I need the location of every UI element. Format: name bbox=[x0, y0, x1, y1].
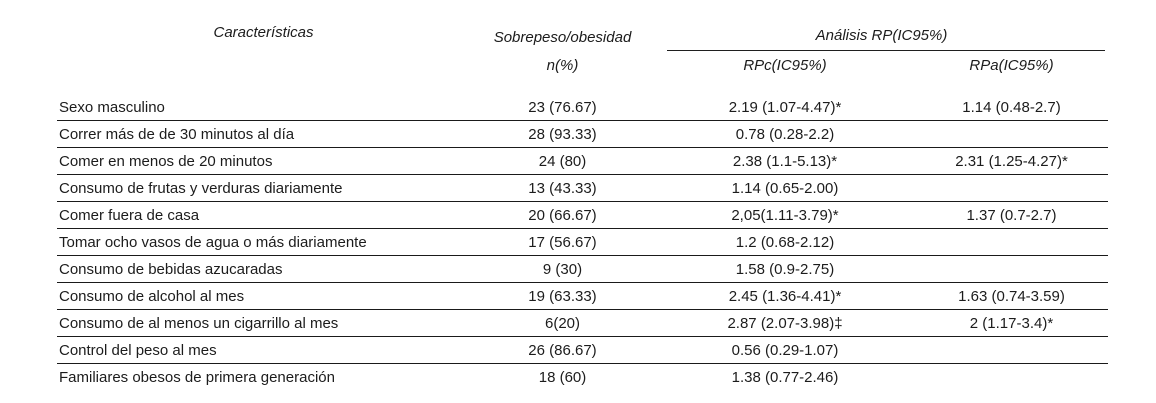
row-label: Correr más de de 30 minutos al día bbox=[59, 125, 295, 143]
col-header-rpa: RPa(IC95%) bbox=[969, 57, 1054, 74]
table-row: Consumo de frutas y verduras diariamente… bbox=[57, 175, 1108, 202]
row-label: Sexo masculino bbox=[59, 98, 165, 116]
col-header-analisis-rp: Análisis RP(IC95%) bbox=[815, 27, 948, 44]
col-header-rpc: RPc(IC95%) bbox=[743, 57, 827, 74]
cell-rpa: 1.14 (0.48-2.7) bbox=[962, 98, 1061, 116]
col-header-sobrepeso-obesidad: Sobrepeso/obesidad bbox=[493, 29, 632, 46]
analysis-subheaders: RPc(IC95%) RPa(IC95%) bbox=[655, 57, 1108, 74]
cell-rpa: 1.37 (0.7-2.7) bbox=[966, 206, 1057, 224]
table-row: Comer en menos de 20 minutos 24 (80) 2.3… bbox=[57, 148, 1108, 175]
cell-n-pct: 6(20) bbox=[544, 314, 581, 332]
cell-n-pct: 20 (66.67) bbox=[528, 206, 597, 224]
col-header-caracteristicas: Características bbox=[213, 24, 314, 41]
row-label: Consumo de bebidas azucaradas bbox=[59, 260, 283, 278]
cell-n-pct: 23 (76.67) bbox=[528, 98, 597, 116]
row-label: Familiares obesos de primera generación bbox=[59, 369, 335, 386]
row-label: Consumo de alcohol al mes bbox=[59, 287, 245, 305]
cell-n-pct: 19 (63.33) bbox=[528, 287, 597, 305]
table-row: Consumo de alcohol al mes 19 (63.33) 2.4… bbox=[57, 283, 1108, 310]
cell-rpa: 2.31 (1.25-4.27)* bbox=[955, 152, 1068, 170]
cell-rpc: 2,05(1.11-3.79)* bbox=[731, 206, 839, 224]
analisis-header-underline bbox=[667, 50, 1105, 51]
row-label: Control del peso al mes bbox=[59, 341, 217, 359]
table-row: Control del peso al mes 26 (86.67) 0.56 … bbox=[57, 337, 1108, 364]
row-label: Consumo de frutas y verduras diariamente bbox=[59, 179, 343, 197]
table-row: Correr más de de 30 minutos al día 28 (9… bbox=[57, 121, 1108, 148]
row-label: Comer fuera de casa bbox=[59, 206, 200, 224]
cell-n-pct: 24 (80) bbox=[538, 152, 587, 170]
cell-n-pct: 17 (56.67) bbox=[528, 233, 597, 251]
cell-n-pct: 13 (43.33) bbox=[528, 179, 597, 197]
cell-rpa: 1.63 (0.74-3.59) bbox=[958, 287, 1065, 305]
table-row: Familiares obesos de primera generación … bbox=[57, 364, 1108, 391]
table-header: Características Sobrepeso/obesidad n(%) … bbox=[57, 0, 1108, 94]
cell-n-pct: 28 (93.33) bbox=[528, 125, 597, 143]
row-label: Consumo de al menos un cigarrillo al mes bbox=[59, 314, 339, 332]
prevalence-table: Características Sobrepeso/obesidad n(%) … bbox=[57, 0, 1108, 391]
cell-n-pct: 26 (86.67) bbox=[528, 341, 597, 359]
table-row: Tomar ocho vasos de agua o más diariamen… bbox=[57, 229, 1108, 256]
cell-rpc: 1.58 (0.9-2.75) bbox=[735, 260, 835, 278]
cell-rpc: 2.38 (1.1-5.13)* bbox=[732, 152, 838, 170]
row-label: Tomar ocho vasos de agua o más diariamen… bbox=[59, 233, 367, 251]
cell-rpc: 1.2 (0.68-2.12) bbox=[735, 233, 835, 251]
cell-rpc: 1.38 (0.77-2.46) bbox=[731, 369, 839, 386]
table-row: Comer fuera de casa 20 (66.67) 2,05(1.11… bbox=[57, 202, 1108, 229]
col-header-n-pct: n(%) bbox=[546, 57, 579, 74]
cell-n-pct: 18 (60) bbox=[538, 369, 587, 386]
table-row: Consumo de al menos un cigarrillo al mes… bbox=[57, 310, 1108, 337]
table-body: Sexo masculino 23 (76.67) 2.19 (1.07-4.4… bbox=[57, 94, 1108, 391]
cell-rpc: 2.19 (1.07-4.47)* bbox=[728, 98, 842, 116]
cell-rpc: 1.14 (0.65-2.00) bbox=[731, 179, 839, 197]
cell-rpa: 2 (1.17-3.4)* bbox=[969, 314, 1054, 332]
cell-rpc: 0.56 (0.29-1.07) bbox=[731, 341, 839, 359]
cell-n-pct: 9 (30) bbox=[542, 260, 583, 278]
row-label: Comer en menos de 20 minutos bbox=[59, 152, 273, 170]
cell-rpc: 2.87 (2.07-3.98)‡ bbox=[727, 314, 843, 332]
table-row: Sexo masculino 23 (76.67) 2.19 (1.07-4.4… bbox=[57, 94, 1108, 121]
cell-rpc: 0.78 (0.28-2.2) bbox=[735, 125, 835, 143]
cell-rpc: 2.45 (1.36-4.41)* bbox=[728, 287, 842, 305]
table-row: Consumo de bebidas azucaradas 9 (30) 1.5… bbox=[57, 256, 1108, 283]
